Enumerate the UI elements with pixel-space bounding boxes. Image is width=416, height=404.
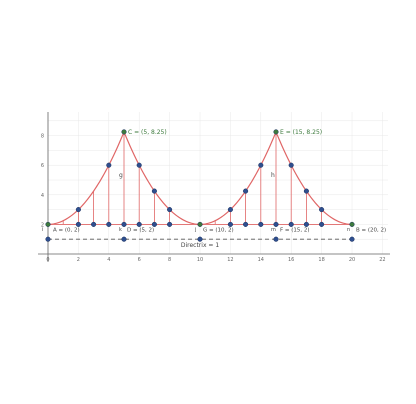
curve-points[interactable]: [45, 129, 355, 242]
baseline-point[interactable]: [288, 221, 294, 227]
baseline-point[interactable]: [258, 221, 264, 227]
directrix-point[interactable]: [273, 236, 279, 242]
directrix-point[interactable]: [121, 236, 127, 242]
x-tick-label: 10: [197, 257, 203, 263]
point-label-f: F = (15, 2): [280, 227, 310, 233]
x-tick-label: 14: [258, 257, 264, 263]
x-tick-label: 6: [138, 257, 141, 263]
curve-point[interactable]: [75, 207, 81, 213]
curve-point[interactable]: [227, 207, 233, 213]
directrix-point[interactable]: [197, 236, 203, 242]
point-label-a: A = (0, 2): [53, 227, 80, 233]
point-label-e: E = (15, 8.25): [280, 129, 322, 136]
x-tick-label: 22: [379, 257, 385, 263]
curve-point[interactable]: [243, 188, 249, 194]
curve-point[interactable]: [303, 188, 309, 194]
point-label-c: C = (5, 8.25): [128, 129, 167, 136]
point-label-b: B = (20, 2): [356, 227, 386, 233]
y-tick-label: 4: [41, 193, 44, 199]
x-tick-label: 2: [77, 257, 80, 263]
point-g[interactable]: [197, 221, 203, 227]
baseline-point[interactable]: [319, 221, 325, 227]
curve-point[interactable]: [106, 162, 112, 168]
curve-point[interactable]: [288, 162, 294, 168]
point-d[interactable]: [121, 221, 127, 227]
point-f[interactable]: [273, 221, 279, 227]
directrix-label: Directrix = 1: [181, 242, 219, 249]
x-tick-label: 16: [288, 257, 294, 263]
baseline-point[interactable]: [167, 221, 173, 227]
segment-label-h: h: [271, 172, 275, 179]
segment-label-m: m: [271, 227, 276, 233]
x-tick-label: 0: [46, 257, 49, 263]
curve-point[interactable]: [167, 207, 173, 213]
y-tick-label: 6: [41, 163, 44, 169]
segment-label-n: n: [347, 227, 350, 233]
point-c[interactable]: [121, 129, 127, 135]
curve-point[interactable]: [136, 162, 142, 168]
point-label-d: D = (5, 2): [127, 227, 154, 233]
segment-label-j: j: [194, 227, 196, 233]
segment-label-k: k: [119, 227, 122, 233]
baseline-point[interactable]: [136, 221, 142, 227]
curve-point[interactable]: [258, 162, 264, 168]
curve-point[interactable]: [319, 207, 325, 213]
baseline-point[interactable]: [91, 221, 97, 227]
point-labels: C = (5, 8.25) E = (15, 8.25) A = (0, 2) …: [42, 129, 386, 249]
x-tick-label: 8: [168, 257, 171, 263]
segment-label-i: i: [42, 227, 43, 233]
y-tick-label: 8: [41, 134, 44, 140]
x-tick-label: 18: [318, 257, 324, 263]
segment-label-g: g: [119, 172, 123, 179]
point-label-g: G = (10, 2): [203, 227, 234, 233]
x-tick-labels: 0 2 4 6 8 10 12 14 16 18 20 22: [46, 257, 385, 263]
point-b[interactable]: [349, 221, 355, 227]
x-tick-label: 4: [107, 257, 110, 263]
baseline-point[interactable]: [227, 221, 233, 227]
baseline-point[interactable]: [151, 221, 157, 227]
baseline-point[interactable]: [106, 221, 112, 227]
directrix-point[interactable]: [349, 236, 355, 242]
baseline-point[interactable]: [243, 221, 249, 227]
point-a[interactable]: [45, 221, 51, 227]
directrix-point[interactable]: [45, 236, 51, 242]
baseline-point[interactable]: [75, 221, 81, 227]
point-e[interactable]: [273, 129, 279, 135]
x-tick-label: 20: [349, 257, 355, 263]
y-tick-labels: 2 4 6 8: [41, 134, 44, 229]
x-tick-label: 12: [227, 257, 233, 263]
curve-point[interactable]: [151, 188, 157, 194]
vertical-segments: [62, 131, 323, 225]
baseline-point[interactable]: [303, 221, 309, 227]
y-tick-label: 2: [41, 222, 44, 228]
